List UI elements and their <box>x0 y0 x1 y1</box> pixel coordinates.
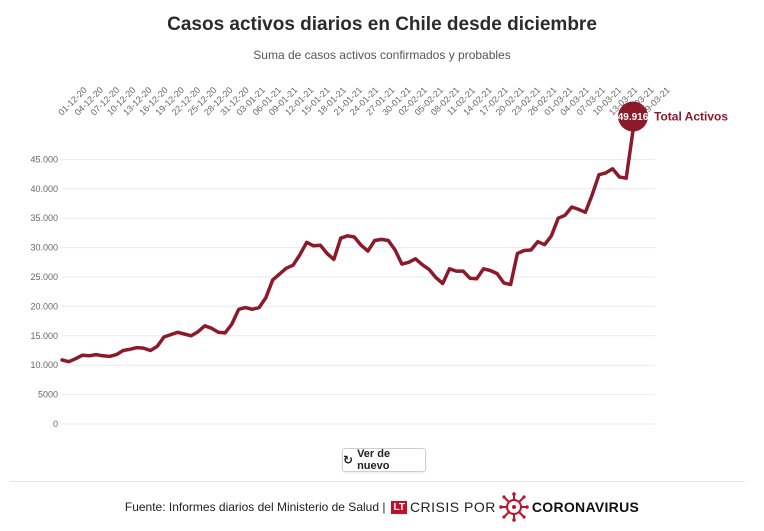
crisis-logo-text: CRISIS POR <box>409 499 496 515</box>
source-text: Fuente: Informes diarios del Ministerio … <box>124 500 386 514</box>
replay-button[interactable]: ↻ Ver de nuevo <box>342 448 426 472</box>
replay-button-label: Ver de nuevo <box>357 448 391 472</box>
chart-subtitle: Suma de casos activos confirmados y prob… <box>253 48 511 62</box>
y-tick-label: 10.000 <box>30 360 58 370</box>
refresh-icon: ↻ <box>343 453 354 467</box>
y-tick-label: 15.000 <box>30 331 58 341</box>
series-label: Total Activos <box>654 109 728 123</box>
last-value-badge <box>618 101 648 132</box>
y-tick-label: 45.000 <box>30 154 58 164</box>
last-value-label: 49.916 <box>618 112 649 123</box>
y-tick-label: 40.000 <box>30 184 58 194</box>
footer-divider <box>10 481 745 482</box>
y-tick-label: 5000 <box>38 390 58 400</box>
line-chart: 0 5000 10.000 15.000 20.000 25.000 30.000 35.00… <box>30 85 728 429</box>
y-tick-label: 20.000 <box>30 301 58 311</box>
footer: Fuente: Informes diarios del Ministerio … <box>0 492 764 522</box>
virus-icon <box>499 492 529 522</box>
y-tick-label: 30.000 <box>30 243 58 253</box>
lt-logo: LT <box>391 500 407 514</box>
y-tick-label: 25.000 <box>30 272 58 282</box>
coronavirus-logo-text: CORONAVIRUS <box>531 499 640 515</box>
y-tick-label: 35.000 <box>30 213 58 223</box>
chart-title: Casos activos diarios en Chile desde dic… <box>167 14 597 35</box>
series-line-total-activos <box>60 128 635 364</box>
y-tick-label: 0 <box>53 419 58 429</box>
